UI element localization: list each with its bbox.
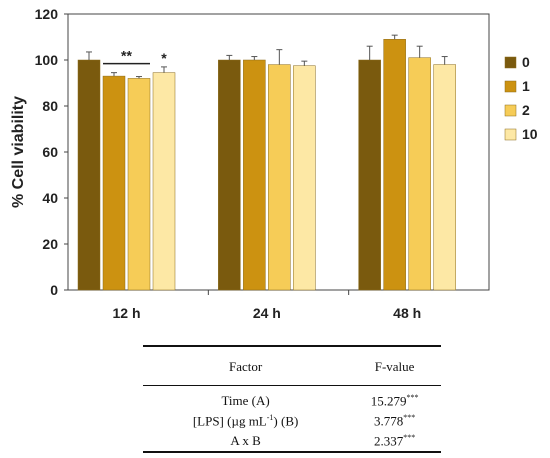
bar-series-1 bbox=[243, 59, 266, 291]
error-bars bbox=[86, 34, 448, 79]
table-header-factor: Factor bbox=[143, 345, 349, 386]
y-tick-label: 120 bbox=[35, 6, 59, 22]
table-cell-fvalue: 2.337*** bbox=[348, 431, 441, 452]
table-cell-factor: A x B bbox=[143, 431, 348, 452]
bar-series-1 bbox=[102, 75, 126, 291]
y-tick-label: 40 bbox=[42, 190, 58, 206]
significance-label: * bbox=[161, 50, 167, 66]
table-cell-fvalue: 3.778*** bbox=[348, 411, 441, 431]
legend-label: 2 bbox=[522, 102, 530, 118]
x-tick-label: 12 h bbox=[112, 305, 140, 321]
factor-text: A x B bbox=[230, 433, 261, 448]
factor-text-suffix: ) (B) bbox=[273, 413, 299, 429]
bar-series-10 bbox=[293, 65, 316, 291]
significance-annotations: ** * bbox=[103, 48, 167, 66]
bar-series-2 bbox=[408, 57, 431, 291]
significance-marker: *** bbox=[403, 412, 416, 422]
legend-swatch bbox=[504, 128, 517, 141]
table-header-row: Factor F-value bbox=[143, 345, 441, 386]
fvalue-text: 3.778 bbox=[373, 413, 404, 429]
fvalue-text: 15.279 bbox=[370, 393, 407, 409]
legend-label: 0 bbox=[522, 54, 530, 70]
significance-marker: *** bbox=[403, 432, 416, 442]
table-row: [LPS] (µg mL-1) (B) 3.778*** bbox=[143, 411, 441, 431]
legend-swatch bbox=[504, 56, 517, 69]
legend-swatch bbox=[504, 80, 517, 93]
legend-label: 1 bbox=[522, 78, 530, 94]
bar-series-2 bbox=[127, 78, 151, 291]
x-tick-label: 24 h bbox=[253, 305, 281, 321]
bars bbox=[77, 39, 456, 291]
x-axis-ticks: 12 h 24 h 48 h bbox=[112, 290, 421, 321]
fvalue-text: 2.337 bbox=[373, 433, 404, 449]
legend-label: 10 bbox=[522, 126, 538, 142]
anova-table: Factor F-value Time (A) 15.279*** [LPS] … bbox=[143, 345, 441, 453]
legend-swatch bbox=[504, 104, 517, 117]
legend: 0 1 2 10 bbox=[504, 54, 538, 142]
factor-text: [LPS] (µg mL bbox=[192, 413, 267, 429]
bar-series-0 bbox=[358, 59, 381, 291]
y-tick-label: 80 bbox=[42, 98, 58, 114]
bar-series-10 bbox=[433, 64, 456, 291]
bar-series-0 bbox=[218, 59, 241, 291]
y-tick-label: 20 bbox=[42, 236, 58, 252]
table-header-fvalue: F-value bbox=[348, 345, 441, 386]
bar-series-10 bbox=[152, 72, 176, 291]
table-cell-fvalue: 15.279*** bbox=[348, 386, 441, 412]
table-cell-factor: [LPS] (µg mL-1) (B) bbox=[143, 411, 348, 431]
bar-series-0 bbox=[77, 59, 101, 291]
y-tick-label: 60 bbox=[42, 144, 58, 160]
unit-exponent: -1 bbox=[266, 412, 274, 422]
table-row: A x B 2.337*** bbox=[143, 431, 441, 452]
significance-label: ** bbox=[121, 48, 132, 64]
bar-series-1 bbox=[383, 39, 406, 291]
y-tick-label: 100 bbox=[35, 52, 59, 68]
y-tick-label: 0 bbox=[50, 282, 58, 298]
bar-series-2 bbox=[268, 64, 291, 291]
table-cell-factor: Time (A) bbox=[143, 386, 348, 412]
table-row: Time (A) 15.279*** bbox=[143, 386, 441, 412]
factor-text: Time (A) bbox=[221, 393, 270, 408]
significance-marker: *** bbox=[406, 392, 419, 402]
x-tick-label: 48 h bbox=[393, 305, 421, 321]
y-axis-ticks: 0 20 40 60 80 100 120 bbox=[35, 6, 68, 298]
y-axis-label: % Cell viability bbox=[10, 96, 27, 208]
